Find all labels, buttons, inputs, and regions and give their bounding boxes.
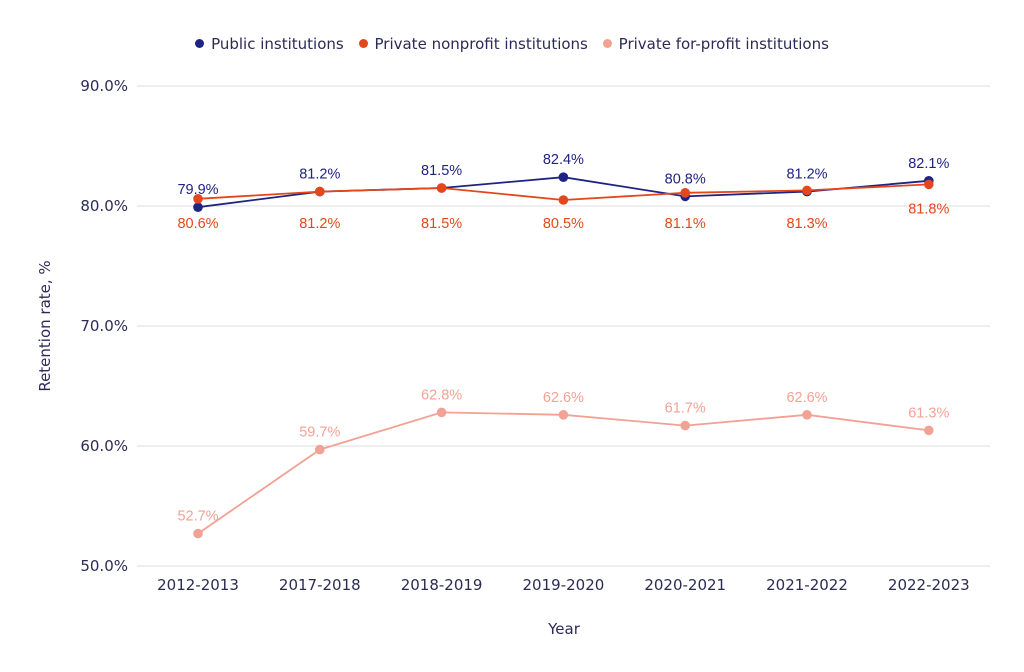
y-tick-label: 60.0% xyxy=(80,437,128,455)
data-label: 61.3% xyxy=(908,405,949,421)
data-point[interactable] xyxy=(315,444,325,455)
data-point[interactable] xyxy=(802,410,812,420)
legend-label-private-forprofit: Private for-profit institutions xyxy=(618,34,829,53)
data-point[interactable] xyxy=(558,410,569,420)
data-point[interactable] xyxy=(436,407,447,418)
data-label: 61.7% xyxy=(665,401,706,417)
data-point[interactable] xyxy=(924,179,934,190)
y-axis-ticks: 50.0% 60.0% 70.0% 80.0% 90.0% xyxy=(80,77,128,575)
data-label: 79.9% xyxy=(177,182,218,198)
chart-legend: Public institutions Private nonprofit in… xyxy=(0,34,1024,53)
y-tick-label: 80.0% xyxy=(80,197,128,215)
data-label: 80.6% xyxy=(177,216,218,232)
x-axis-title: Year xyxy=(547,620,581,638)
data-label: 81.2% xyxy=(299,167,340,183)
gridlines xyxy=(137,85,990,567)
x-tick-label: 2021-2022 xyxy=(766,576,848,594)
x-tick-label: 2022-2023 xyxy=(888,576,970,594)
data-label: 62.8% xyxy=(421,387,462,403)
data-point[interactable] xyxy=(558,195,569,205)
x-axis-ticks: 2012-2013 2017-2018 2018-2019 2019-2020 2020… xyxy=(157,576,970,594)
data-label: 80.8% xyxy=(665,171,706,187)
data-point[interactable] xyxy=(315,186,325,197)
data-point[interactable] xyxy=(802,185,812,196)
data-label: 62.6% xyxy=(543,390,584,406)
data-label: 81.5% xyxy=(421,163,462,179)
legend-item-private-nonprofit[interactable]: Private nonprofit institutions xyxy=(358,34,588,53)
data-label: 52.7% xyxy=(177,509,218,525)
x-tick-label: 2019-2020 xyxy=(523,576,605,594)
y-tick-label: 70.0% xyxy=(80,317,128,335)
data-labels: 79.9% 81.2% 81.5% 82.4% 80.8% 81.2% 82.1% 80.6%… xyxy=(177,152,949,524)
data-label: 81.1% xyxy=(665,216,706,232)
series-private-nonprofit-institutions xyxy=(193,179,934,205)
data-point[interactable] xyxy=(924,425,934,436)
data-label: 81.3% xyxy=(786,216,827,232)
series xyxy=(193,172,934,539)
x-tick-label: 2018-2019 xyxy=(401,576,483,594)
legend-label-public: Public institutions xyxy=(211,34,344,53)
data-point[interactable] xyxy=(558,172,569,182)
data-label: 82.4% xyxy=(543,152,584,168)
x-tick-label: 2017-2018 xyxy=(279,576,361,594)
legend-label-private-nonprofit: Private nonprofit institutions xyxy=(374,34,588,53)
x-tick-label: 2012-2013 xyxy=(157,576,239,594)
data-label: 81.8% xyxy=(908,201,949,217)
legend-item-private-forprofit[interactable]: Private for-profit institutions xyxy=(602,34,829,53)
data-label: 81.5% xyxy=(421,216,462,232)
data-label: 81.2% xyxy=(786,167,827,183)
y-tick-label: 90.0% xyxy=(80,77,128,95)
data-label: 82.1% xyxy=(908,156,949,172)
data-point[interactable] xyxy=(193,194,203,204)
data-point[interactable] xyxy=(680,420,690,431)
y-tick-label: 50.0% xyxy=(80,557,128,575)
data-label: 59.7% xyxy=(299,425,340,441)
data-point[interactable] xyxy=(193,202,203,212)
data-point[interactable] xyxy=(436,183,447,193)
data-label: 81.2% xyxy=(299,216,340,232)
legend-marker-private-nonprofit xyxy=(358,39,368,48)
series-private-for-profit-institutions xyxy=(193,407,934,539)
y-axis-title: Retention rate, % xyxy=(36,260,54,391)
data-label: 80.5% xyxy=(543,216,584,232)
legend-marker-private-forprofit xyxy=(602,39,612,48)
data-point[interactable] xyxy=(680,188,690,198)
data-label: 62.6% xyxy=(786,390,827,406)
legend-marker-public xyxy=(195,39,205,48)
legend-item-public[interactable]: Public institutions xyxy=(195,35,344,53)
x-tick-label: 2020-2021 xyxy=(644,576,726,594)
data-point[interactable] xyxy=(193,528,203,539)
